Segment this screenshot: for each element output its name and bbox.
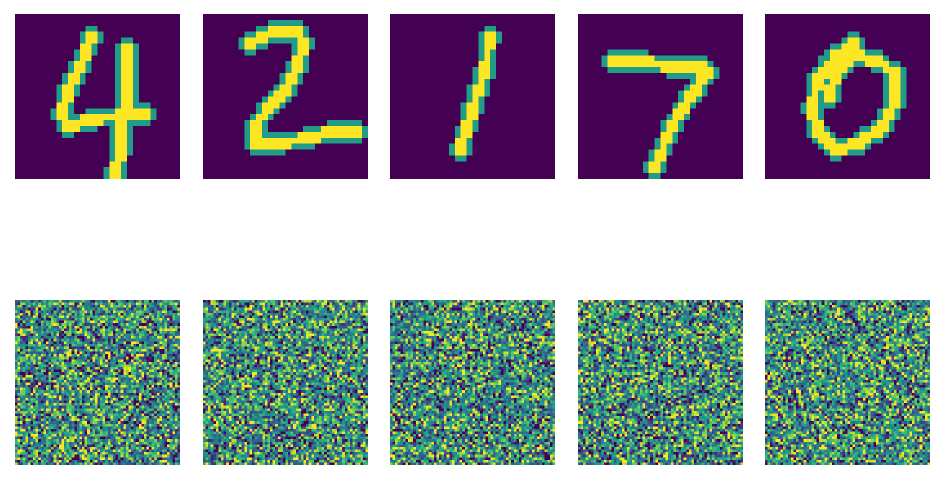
- noise-image: [203, 300, 368, 465]
- digit-4-image: [15, 14, 180, 179]
- digit-0-image: [765, 14, 930, 179]
- noise-image: [765, 300, 930, 465]
- digit-1-image: [390, 14, 555, 179]
- digit-2-image: [203, 14, 368, 179]
- noise-image: [15, 300, 180, 465]
- noise-image: [578, 300, 743, 465]
- noise-image: [390, 300, 555, 465]
- digit-7-image: [578, 14, 743, 179]
